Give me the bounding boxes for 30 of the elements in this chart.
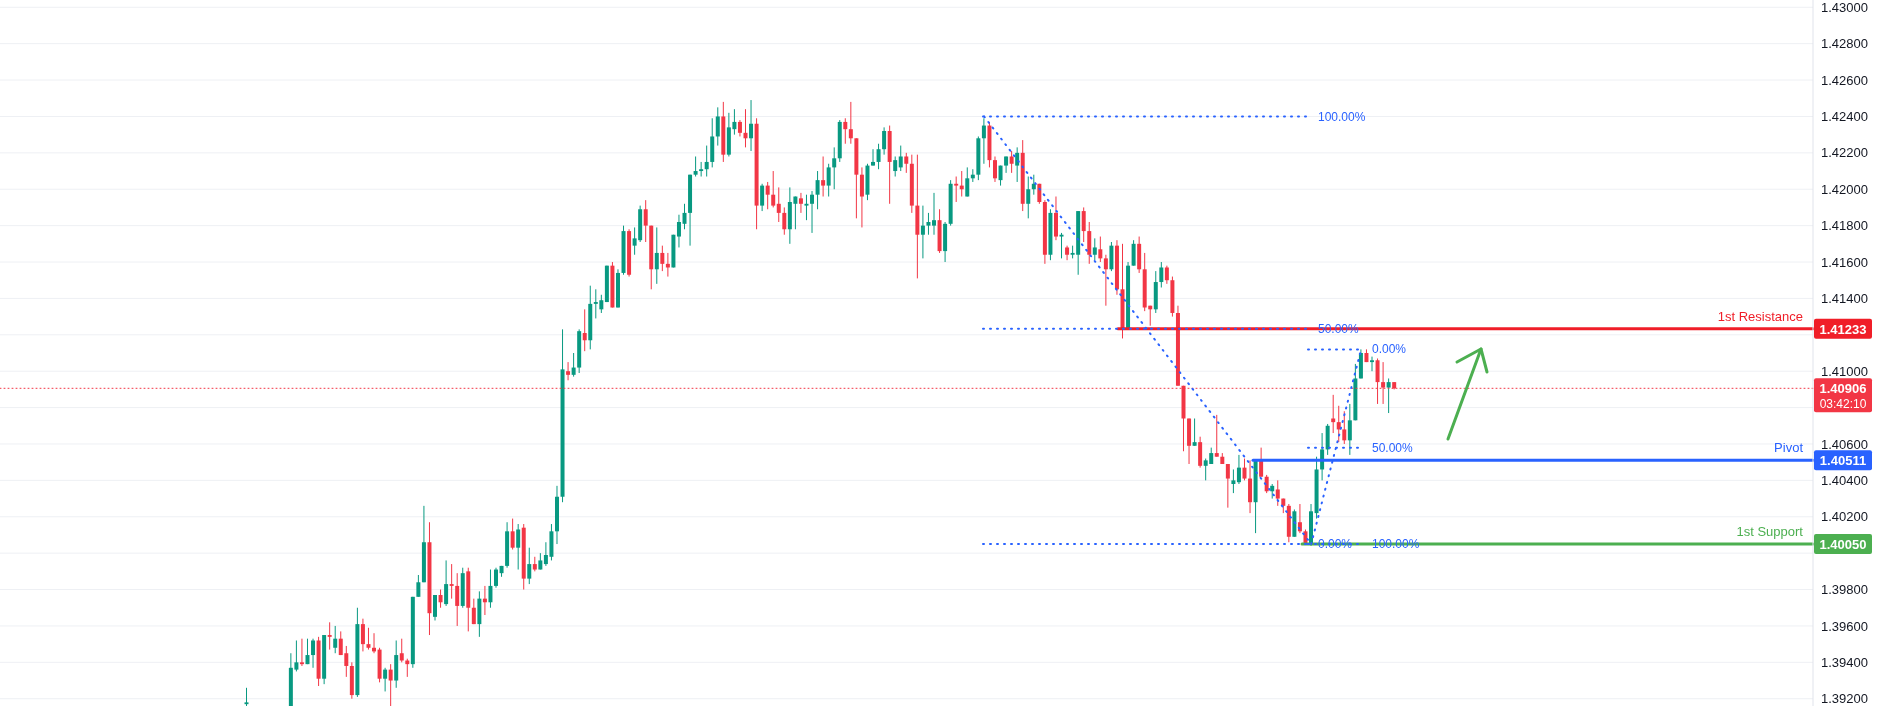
y-tick-label: 1.40200 [1821, 509, 1868, 525]
y-tick-label: 1.42000 [1821, 181, 1868, 197]
y-tick-label: 1.42200 [1821, 145, 1868, 161]
text: 03:42:10 [1819, 397, 1867, 412]
y-tick-label: 1.41400 [1821, 291, 1868, 307]
y-tick-label: 1.42400 [1821, 109, 1868, 125]
annotation: 0.00% [1318, 537, 1353, 552]
ref-line-label: Pivot [1774, 440, 1804, 456]
text: 1.40511 [1819, 453, 1867, 469]
y-tick-label: 1.43000 [1821, 0, 1868, 15]
annotation: 100.00% [1372, 537, 1420, 552]
y-tick-label: 1.40600 [1821, 436, 1868, 452]
text: 1.40050 [1819, 537, 1867, 553]
y-tick-label: 1.40400 [1821, 472, 1868, 488]
text: 1.41233 [1819, 321, 1867, 337]
ref-line-label: 1st Support [1736, 524, 1804, 540]
y-tick-label: 1.39400 [1821, 654, 1868, 670]
y-tick-label: 1.42800 [1821, 36, 1868, 52]
y-tick-label: 1.41600 [1821, 254, 1868, 270]
annotation: 50.00% [1372, 440, 1414, 455]
y-tick-label: 1.39600 [1821, 618, 1868, 634]
y-tick-label: 1.39200 [1821, 691, 1868, 707]
y-tick-label: 1.39800 [1821, 582, 1868, 598]
ref-line-label: 1st Resistance [1717, 308, 1803, 324]
annotation: 0.00% [1372, 342, 1407, 357]
text: 1.40906 [1819, 381, 1867, 397]
annotation: 100.00% [1318, 109, 1366, 124]
y-tick-label: 1.41800 [1821, 218, 1868, 234]
y-tick-label: 1.41000 [1821, 363, 1868, 379]
y-tick-label: 1.42600 [1821, 72, 1868, 88]
